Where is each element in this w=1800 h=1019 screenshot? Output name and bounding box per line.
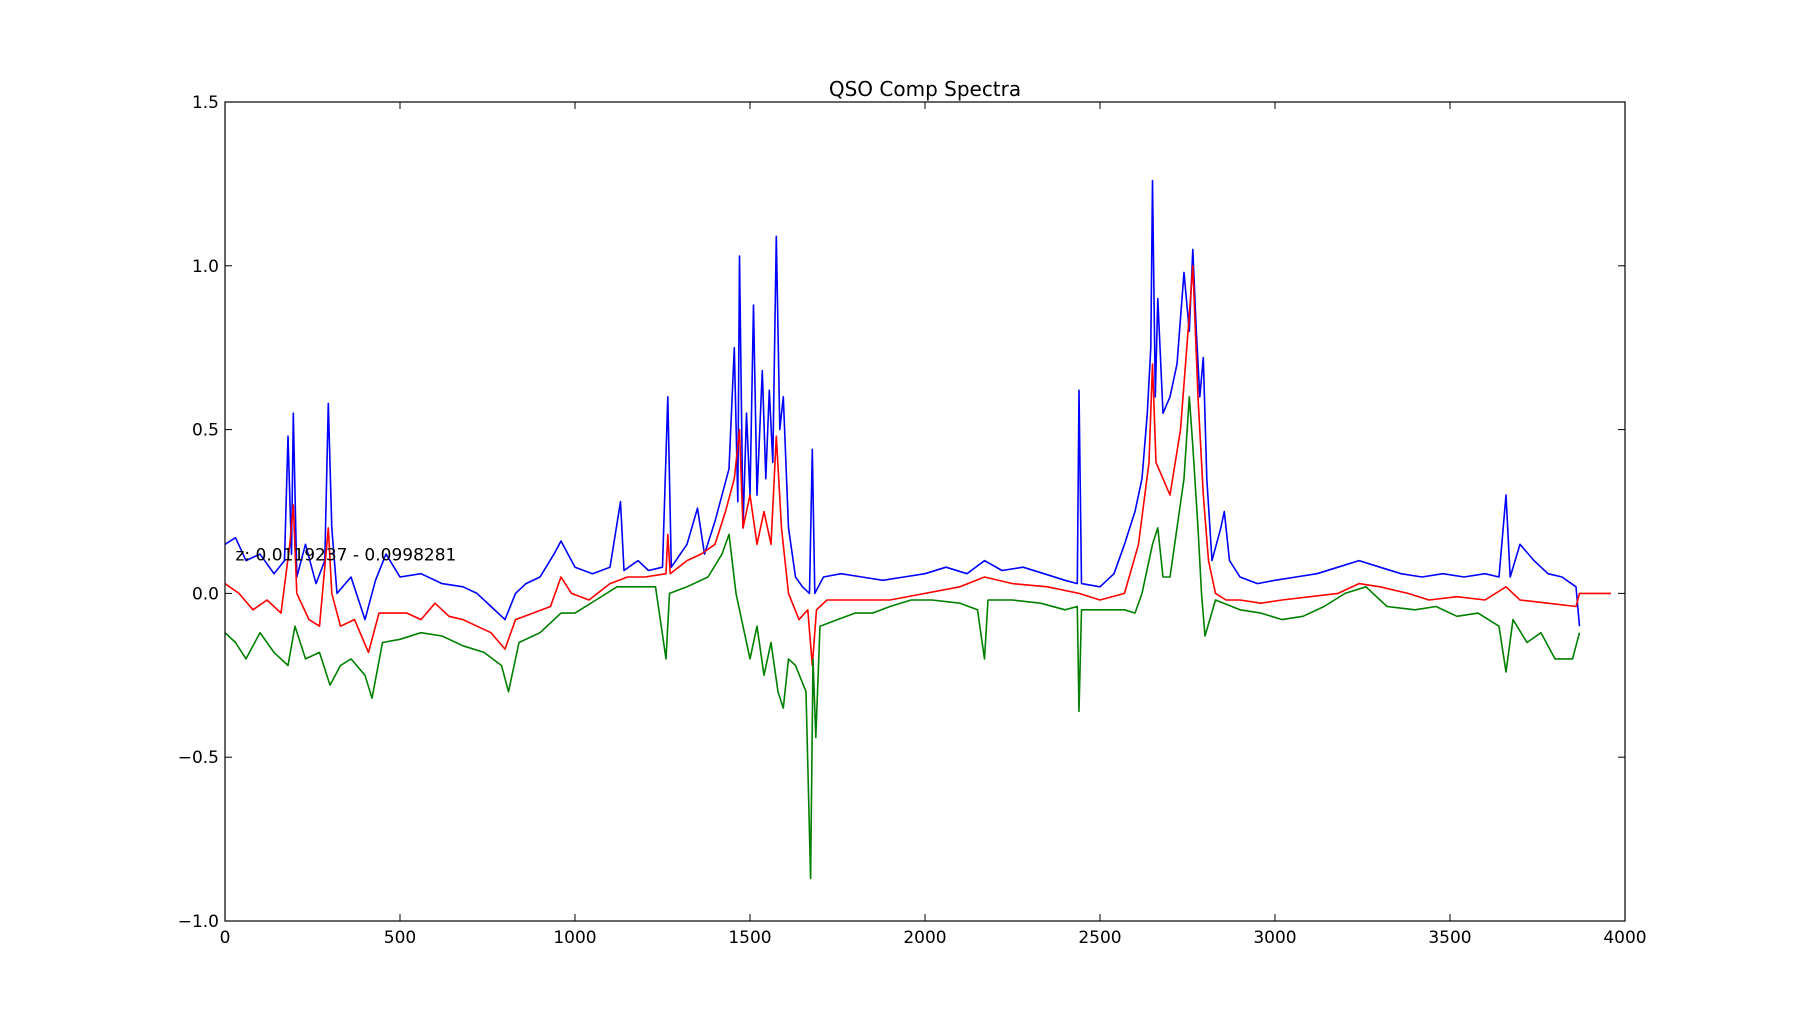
series-line-1 <box>225 264 1611 667</box>
y-tick-label: −1.0 <box>178 912 219 932</box>
chart-title: QSO Comp Spectra <box>829 77 1021 101</box>
x-tick-label: 0 <box>220 928 231 948</box>
y-tick-label: −0.5 <box>178 748 219 768</box>
x-tick-label: 3500 <box>1428 928 1471 948</box>
x-tick-label: 2500 <box>1078 928 1121 948</box>
y-tick-label: 1.0 <box>192 257 219 277</box>
x-tick-label: 1000 <box>553 928 596 948</box>
plot-frame <box>224 101 1626 922</box>
x-tick-label: 4000 <box>1603 928 1646 948</box>
y-tick-label: 1.5 <box>192 93 219 113</box>
series-line-0 <box>225 179 1581 627</box>
series-line-2 <box>225 395 1581 880</box>
series-layer <box>225 179 1611 880</box>
redshift-annotation: z: 0.0119237 - 0.0998281 <box>236 546 457 566</box>
x-tick-label: 3000 <box>1253 928 1296 948</box>
x-tick-label: 1500 <box>728 928 771 948</box>
ticks-layer: 0 500 1000 1500 2000 2500 3000 3500 4000 1.5 1.0 0.… <box>178 93 1647 948</box>
y-tick-label: 0.0 <box>192 584 219 604</box>
x-tick-label: 500 <box>384 928 416 948</box>
x-tick-label: 2000 <box>903 928 946 948</box>
y-tick-label: 0.5 <box>192 421 219 441</box>
